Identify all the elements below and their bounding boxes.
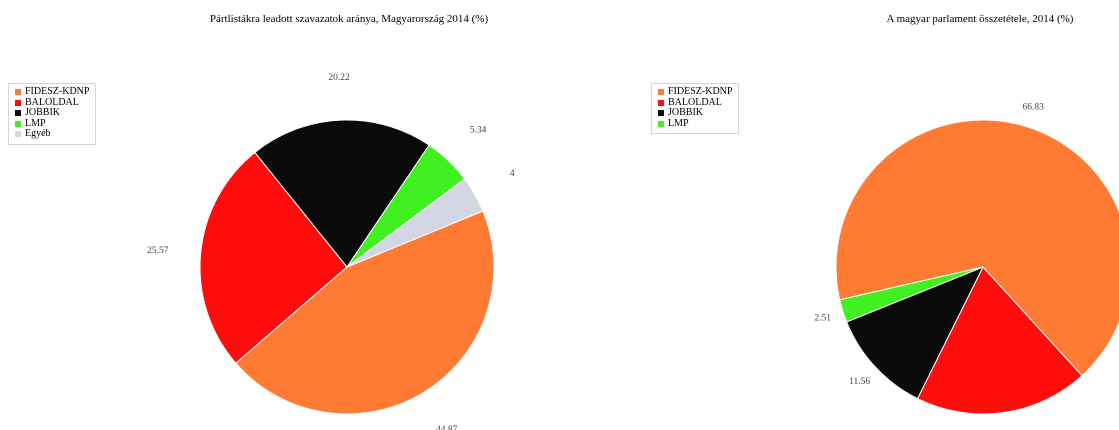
legend-swatch	[658, 120, 664, 127]
legend-item-lmp: LMP	[15, 117, 89, 130]
legend-swatch	[15, 99, 21, 106]
chart-title: A magyar parlament összetétele, 2014 (%)	[886, 13, 1074, 25]
legend-swatch	[658, 99, 664, 106]
data-label-egyeb: 4	[510, 169, 515, 179]
pie-slice-jobbik	[254, 119, 430, 268]
legend-item-jobbik: JOBBIK	[658, 107, 732, 119]
legend-label: BALOLDAL	[25, 96, 79, 108]
data-label-lmp: 5.34	[470, 125, 487, 135]
legend-item-fidesz-kdnp: FIDESZ-KDNP	[15, 86, 90, 98]
data-label-lmp: 2.51	[814, 313, 831, 323]
data-label-fidesz-kdnp: 66.83	[1023, 103, 1045, 113]
pie-slice-baloldal	[199, 151, 348, 364]
legend-label: LMP	[668, 117, 689, 129]
legend-swatch	[15, 110, 21, 117]
pie-slice-baloldal	[916, 266, 1083, 415]
legend-item-baloldal: BALOLDAL	[15, 96, 89, 109]
legend-label: Egyéb	[25, 128, 51, 139]
pie-chart-vote-share: Pártlistákra leadott szavazatok aránya, …	[8, 13, 515, 430]
pie-slice-egyeb	[346, 178, 484, 268]
legend-item-fidesz-kdnp: FIDESZ-KDNP	[658, 86, 733, 98]
legend-item-lmp: LMP	[658, 117, 732, 130]
legend-swatch	[15, 89, 21, 96]
legend-swatch	[15, 120, 21, 127]
data-label-jobbik: 11.56	[849, 377, 870, 387]
data-label-fidesz-kdnp: 44.87	[436, 425, 458, 430]
pie-svg: 66.8319.111.562.51	[814, 103, 1119, 430]
legend-item-egyeb: Egyéb	[15, 128, 89, 140]
pie-slice-fidesz-kdnp	[835, 119, 1119, 377]
pie-slice-jobbik	[845, 266, 985, 400]
legend-swatch	[658, 89, 664, 96]
legend-label: LMP	[25, 117, 46, 129]
legend-swatch	[15, 131, 21, 138]
legend-label: JOBBIK	[668, 107, 704, 118]
pie-chart-parliament-seats: A magyar parlament összetétele, 2014 (%)…	[620, 0, 1119, 430]
legend-label: BALOLDAL	[668, 96, 722, 108]
pie-slice-fidesz-kdnp	[235, 210, 495, 415]
data-label-jobbik: 20.22	[328, 73, 350, 83]
pie-slice-lmp	[839, 266, 984, 323]
legend-item-baloldal: BALOLDAL	[658, 96, 732, 109]
legend-label: FIDESZ-KDNP	[25, 86, 90, 97]
data-label-baloldal: 25.57	[147, 246, 169, 256]
legend-swatch	[658, 110, 664, 117]
legend-item-jobbik: JOBBIK	[15, 107, 89, 119]
chart-title: Pártlistákra leadott szavazatok aránya, …	[209, 13, 489, 25]
chart-legend: FIDESZ-KDNP BALOLDAL JOBBIK LMP	[651, 83, 740, 134]
chart-legend: FIDESZ-KDNP BALOLDAL JOBBIK LMP Egyéb	[8, 83, 97, 145]
legend-label: JOBBIK	[25, 107, 61, 118]
legend-label: FIDESZ-KDNP	[668, 86, 733, 97]
pie-svg: 44.87 25.57 20.22 5.34 4	[147, 73, 515, 430]
